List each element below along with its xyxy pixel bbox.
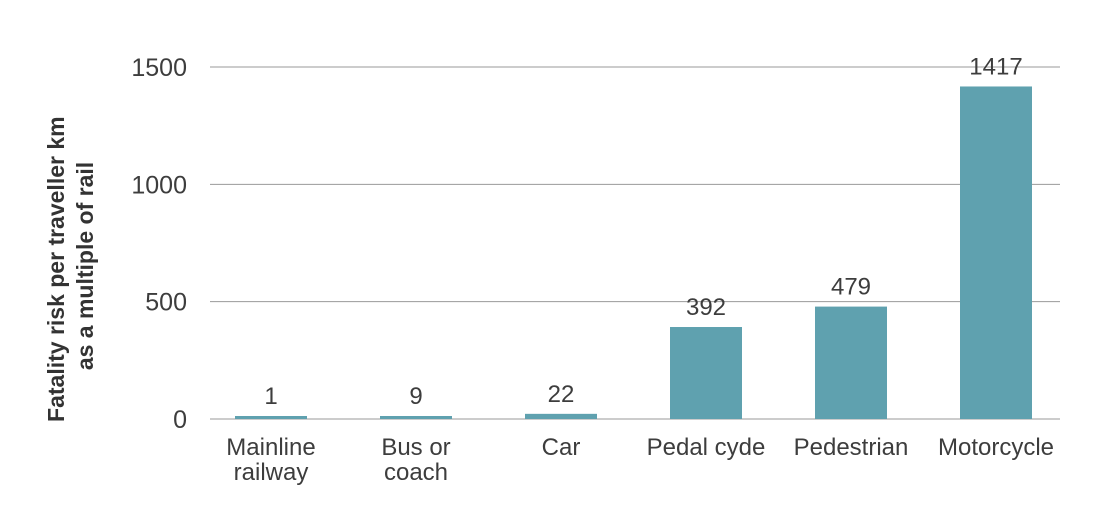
bar — [670, 327, 742, 419]
y-axis-title-line-1: Fatality risk per traveller km — [43, 116, 69, 422]
gridlines — [210, 66, 1060, 420]
data-label: 22 — [548, 381, 575, 408]
data-label: 1417 — [969, 53, 1022, 80]
data-label: 1 — [264, 383, 277, 410]
data-labels: 1 9 22 392 479 1417 — [264, 53, 1022, 410]
y-axis-title-line-2: as a multiple of rail — [72, 162, 98, 370]
data-label: 392 — [686, 294, 726, 321]
x-tick-label: Car — [542, 434, 581, 461]
data-label: 479 — [831, 274, 871, 301]
y-axis-title: Fatality risk per traveller km as a mult… — [43, 110, 98, 422]
bar — [815, 306, 887, 419]
x-tick-label: Bus or coach — [381, 434, 450, 486]
bar — [380, 416, 452, 419]
bar — [525, 413, 597, 419]
data-label: 9 — [409, 383, 422, 410]
y-tick-label: 1500 — [131, 54, 187, 82]
y-tick-label: 0 — [173, 406, 187, 434]
x-axis-labels: Mainline railway Bus or coach Car Pedal cyde P… — [226, 434, 1054, 486]
bars — [235, 86, 1032, 420]
y-tick-label: 500 — [145, 289, 187, 317]
bar — [235, 416, 307, 419]
y-axis-ticks: 0 500 1000 1500 — [131, 54, 187, 434]
x-tick-label: Mainline railway — [226, 434, 315, 486]
bar — [960, 86, 1032, 420]
y-tick-label: 1000 — [131, 171, 187, 199]
x-tick-label: Motorcycle — [938, 434, 1054, 461]
x-tick-label: Pedal cyde — [647, 434, 766, 461]
x-tick-label: Pedestrian — [794, 434, 909, 461]
